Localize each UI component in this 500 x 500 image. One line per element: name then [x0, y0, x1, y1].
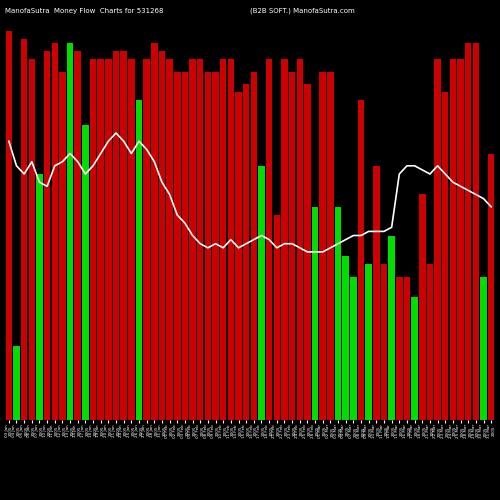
Bar [136, 100, 142, 420]
Bar [166, 59, 173, 420]
Text: ManofaSutra  Money Flow  Charts for 531268: ManofaSutra Money Flow Charts for 531268 [5, 8, 164, 14]
Bar [67, 43, 73, 420]
Bar [144, 59, 150, 420]
Bar [342, 256, 349, 420]
Bar [396, 276, 402, 420]
Bar [335, 207, 342, 420]
Bar [228, 59, 234, 420]
Bar [236, 92, 242, 420]
Bar [13, 346, 20, 420]
Bar [350, 276, 356, 420]
Bar [204, 72, 211, 420]
Bar [289, 72, 296, 420]
Bar [320, 72, 326, 420]
Bar [442, 92, 448, 420]
Bar [266, 59, 272, 420]
Bar [105, 59, 112, 420]
Bar [113, 51, 119, 420]
Bar [197, 59, 203, 420]
Bar [434, 59, 441, 420]
Bar [480, 276, 487, 420]
Bar [120, 51, 127, 420]
Text: (B2B SOFT.) ManofaSutra.com: (B2B SOFT.) ManofaSutra.com [250, 8, 355, 14]
Bar [258, 166, 264, 420]
Bar [404, 276, 410, 420]
Bar [98, 59, 104, 420]
Bar [212, 72, 219, 420]
Bar [358, 100, 364, 420]
Bar [174, 72, 180, 420]
Bar [380, 264, 387, 420]
Bar [312, 207, 318, 420]
Bar [327, 72, 334, 420]
Bar [250, 72, 257, 420]
Bar [472, 43, 479, 420]
Bar [82, 125, 88, 420]
Bar [388, 236, 395, 420]
Bar [450, 59, 456, 420]
Bar [190, 59, 196, 420]
Bar [74, 51, 81, 420]
Bar [373, 166, 380, 420]
Bar [488, 154, 494, 420]
Bar [36, 174, 43, 420]
Bar [59, 72, 66, 420]
Bar [366, 264, 372, 420]
Bar [304, 84, 310, 420]
Bar [412, 297, 418, 420]
Bar [151, 43, 158, 420]
Bar [158, 51, 165, 420]
Bar [128, 59, 134, 420]
Bar [90, 59, 96, 420]
Bar [296, 59, 303, 420]
Bar [6, 30, 12, 420]
Bar [182, 72, 188, 420]
Bar [243, 84, 250, 420]
Bar [419, 194, 426, 420]
Bar [465, 43, 471, 420]
Bar [28, 59, 35, 420]
Bar [21, 38, 28, 420]
Bar [458, 59, 464, 420]
Bar [220, 59, 226, 420]
Bar [52, 43, 58, 420]
Bar [281, 59, 287, 420]
Bar [274, 215, 280, 420]
Bar [44, 51, 51, 420]
Bar [426, 264, 433, 420]
